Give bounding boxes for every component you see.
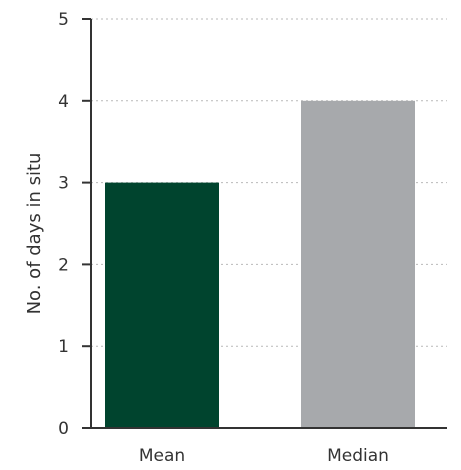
bar-mean xyxy=(105,182,219,428)
y-tick-label: 3 xyxy=(58,174,69,194)
bars xyxy=(105,100,415,429)
x-category-label: Median xyxy=(327,446,389,466)
y-tick-label: 4 xyxy=(58,92,69,112)
x-category-label: Mean xyxy=(139,446,185,466)
y-tick-label: 5 xyxy=(58,10,69,30)
y-tick-label: 1 xyxy=(58,337,69,357)
x-axis-labels: Mean Median xyxy=(139,446,389,466)
y-tick-label: 2 xyxy=(58,255,69,275)
axes xyxy=(82,19,447,429)
y-axis-title: No. of days in situ xyxy=(24,153,45,315)
y-tick-label: 0 xyxy=(58,419,69,439)
y-axis-ticks: 0 1 2 3 4 5 xyxy=(58,10,91,439)
bar-median xyxy=(301,100,415,429)
